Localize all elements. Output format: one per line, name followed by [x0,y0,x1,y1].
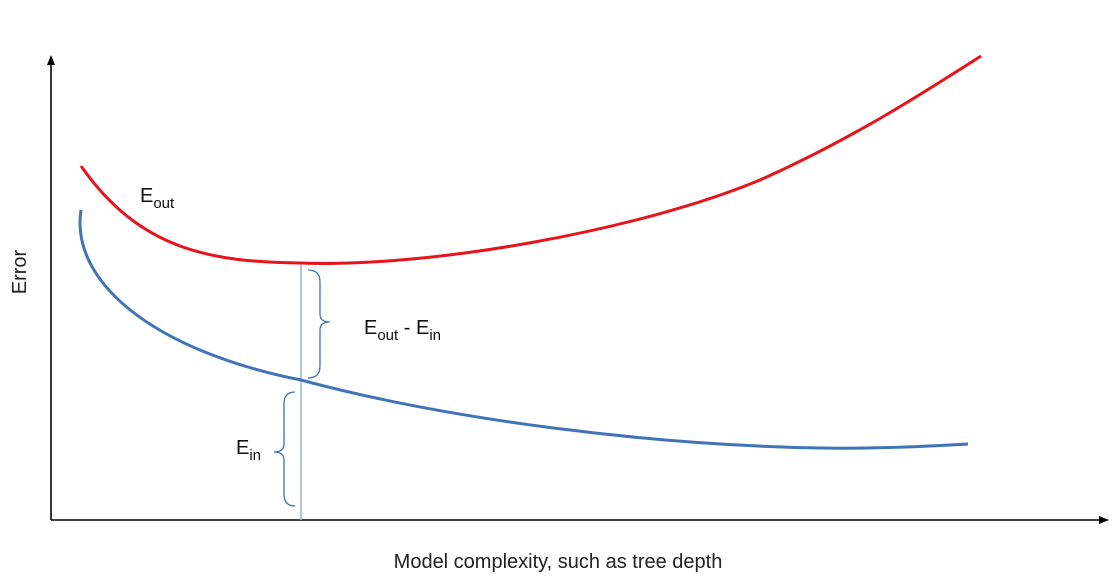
gap-label: Eout - Ein [364,317,441,344]
x-axis-label: Model complexity, such as tree depth [394,551,723,573]
e-out-label-main: E [140,185,153,207]
gap-label-right-sub: in [429,327,441,344]
y-axis-label: Error [9,249,31,294]
gap-label-left-main: E [364,317,377,339]
e-in-curve [78,209,969,450]
gap-brace [307,269,331,379]
e-in-label-main: E [236,437,249,459]
gap-label-separator: - [398,317,416,339]
gap-label-left-sub: out [377,327,399,344]
e-out-label-sub: out [153,195,175,212]
e-out-curve [79,54,982,265]
e-in-label: Ein [236,437,261,464]
e-out-label: Eout [140,185,175,212]
ein-brace [273,391,296,507]
gap-label-right-main: E [416,317,429,339]
e-in-label-sub: in [249,447,261,464]
